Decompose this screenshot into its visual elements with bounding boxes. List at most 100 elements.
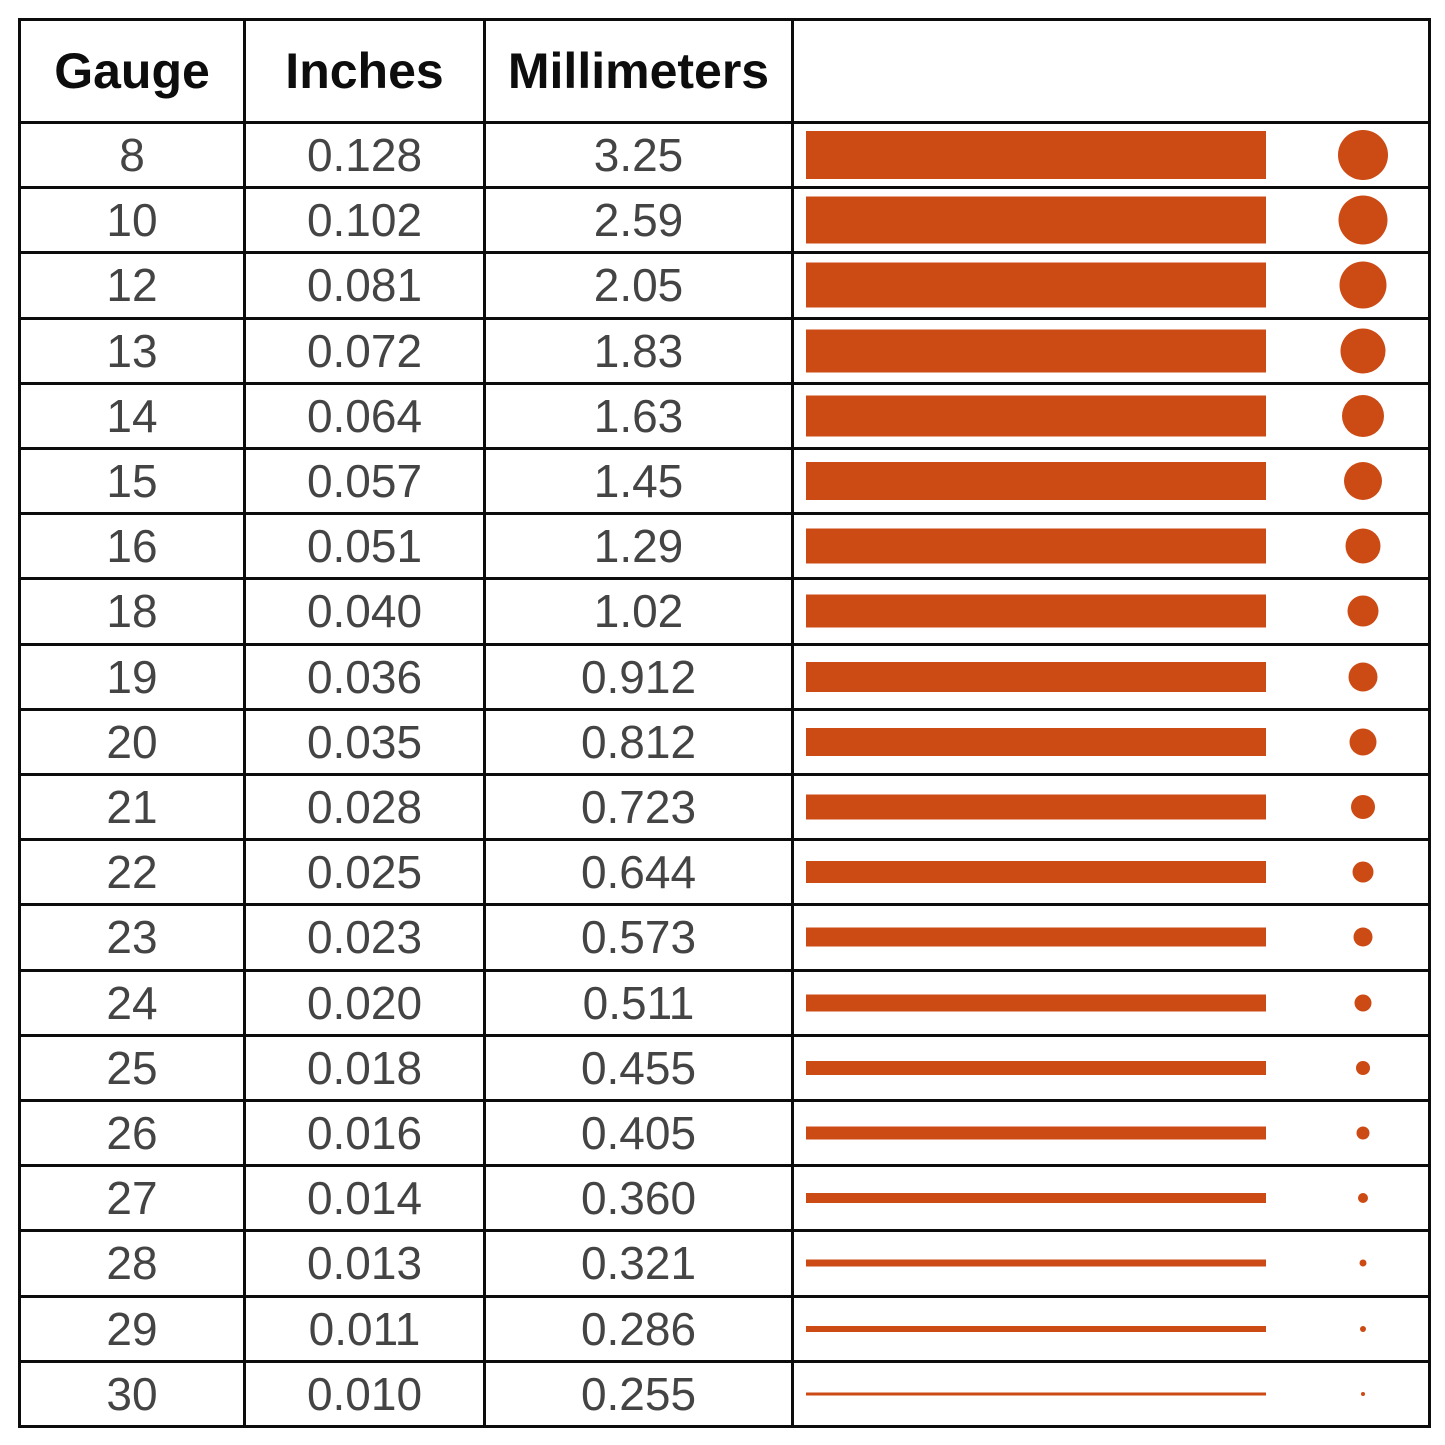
millimeters-cell: 0.455: [486, 1036, 791, 1099]
wire-cross-section-dot: [1340, 328, 1386, 374]
inches-cell: 0.036: [246, 645, 483, 708]
wire-thickness-bar: [806, 1193, 1266, 1204]
wire-visual-cell: [794, 1232, 1428, 1295]
gauge-cell: 16: [21, 515, 243, 578]
wire-cross-section-dot: [1342, 394, 1384, 437]
wire-thickness-bar: [806, 1392, 1266, 1396]
wire-visual-cell: [794, 776, 1428, 839]
wire-thickness-bar: [806, 994, 1266, 1012]
wire-thickness-bar: [806, 594, 1266, 628]
wire-thickness-bar: [806, 262, 1266, 308]
wire-visual-cell: [794, 1297, 1428, 1360]
wire-visual-cell: [794, 1036, 1428, 1099]
wire-cross-section-dot: [1354, 994, 1372, 1012]
wire-thickness-bar: [806, 462, 1266, 501]
wire-cross-section-dot: [1359, 1259, 1367, 1267]
gauge-cell: 24: [21, 971, 243, 1034]
wire-cross-section-dot: [1358, 1193, 1368, 1204]
inches-cell: 0.023: [246, 906, 483, 969]
wire-visual-cell: [794, 384, 1428, 447]
wire-thickness-bar: [806, 196, 1266, 244]
millimeters-cell: 1.63: [486, 384, 791, 447]
gauge-cell: 14: [21, 384, 243, 447]
millimeters-cell: 0.723: [486, 776, 791, 839]
gauge-cell: 18: [21, 580, 243, 643]
inches-cell: 0.028: [246, 776, 483, 839]
gauge-cell: 25: [21, 1036, 243, 1099]
millimeters-cell: 0.255: [486, 1362, 791, 1425]
gauge-cell: 26: [21, 1102, 243, 1165]
inches-cell: 0.128: [246, 124, 483, 187]
wire-visual-cell: [794, 1167, 1428, 1230]
wire-cross-section-dot: [1348, 662, 1378, 692]
millimeters-cell: 1.83: [486, 319, 791, 382]
wire-visual-cell: [794, 1102, 1428, 1165]
wire-visual-cell: [794, 580, 1428, 643]
gauge-cell: 21: [21, 776, 243, 839]
gauge-cell: 10: [21, 189, 243, 252]
inches-cell: 0.013: [246, 1232, 483, 1295]
wire-cross-section-dot: [1339, 261, 1387, 309]
wire-thickness-bar: [806, 661, 1266, 692]
wire-visual-cell: [794, 1362, 1428, 1425]
millimeters-cell: 0.812: [486, 710, 791, 773]
wire-thickness-bar: [806, 794, 1266, 820]
millimeters-cell: 0.511: [486, 971, 791, 1034]
inches-cell: 0.020: [246, 971, 483, 1034]
wire-visual-cell: [794, 515, 1428, 578]
inches-cell: 0.081: [246, 254, 483, 317]
wire-visual-cell: [794, 254, 1428, 317]
gauge-cell: 29: [21, 1297, 243, 1360]
inches-cell: 0.057: [246, 450, 483, 513]
wire-visual-cell: [794, 841, 1428, 904]
wire-cross-section-dot: [1356, 1126, 1370, 1140]
millimeters-cell: 1.02: [486, 580, 791, 643]
millimeters-cell: 0.573: [486, 906, 791, 969]
gauge-cell: 15: [21, 450, 243, 513]
gauge-cell: 27: [21, 1167, 243, 1230]
wire-thickness-bar: [806, 395, 1266, 437]
gauge-cell: 22: [21, 841, 243, 904]
millimeters-cell: 0.912: [486, 645, 791, 708]
inches-cell: 0.102: [246, 189, 483, 252]
inches-cell: 0.064: [246, 384, 483, 447]
gauge-cell: 8: [21, 124, 243, 187]
inches-cell: 0.011: [246, 1297, 483, 1360]
wire-thickness-bar: [806, 131, 1266, 180]
wire-thickness-bar: [806, 1325, 1266, 1332]
inches-cell: 0.035: [246, 710, 483, 773]
inches-cell: 0.014: [246, 1167, 483, 1230]
millimeters-cell: 3.25: [486, 124, 791, 187]
wire-visual-cell: [794, 971, 1428, 1034]
wire-visual-cell: [794, 189, 1428, 252]
gauge-cell: 13: [21, 319, 243, 382]
inches-cell: 0.040: [246, 580, 483, 643]
gauge-cell: 30: [21, 1362, 243, 1425]
millimeters-cell: 0.405: [486, 1102, 791, 1165]
column-header-inches: Inches: [246, 21, 483, 121]
wire-thickness-bar: [806, 1259, 1266, 1267]
wire-thickness-bar: [806, 528, 1266, 564]
wire-thickness-bar: [806, 1060, 1266, 1075]
column-header-visual: [794, 21, 1428, 121]
gauge-cell: 19: [21, 645, 243, 708]
column-header-gauge: Gauge: [21, 21, 243, 121]
wire-gauge-table: Gauge Inches Millimeters 8 0.128 3.25 10…: [18, 18, 1431, 1428]
millimeters-cell: 0.321: [486, 1232, 791, 1295]
inches-cell: 0.018: [246, 1036, 483, 1099]
millimeters-cell: 2.05: [486, 254, 791, 317]
millimeters-cell: 2.59: [486, 189, 791, 252]
wire-cross-section-dot: [1345, 528, 1381, 564]
inches-cell: 0.051: [246, 515, 483, 578]
wire-thickness-bar: [806, 1126, 1266, 1140]
millimeters-cell: 0.644: [486, 841, 791, 904]
wire-cross-section-dot: [1347, 595, 1379, 627]
wire-cross-section-dot: [1356, 1060, 1370, 1075]
wire-thickness-bar: [806, 727, 1266, 756]
inches-cell: 0.010: [246, 1362, 483, 1425]
millimeters-cell: 0.286: [486, 1297, 791, 1360]
wire-cross-section-dot: [1338, 195, 1388, 245]
wire-visual-cell: [794, 450, 1428, 513]
wire-visual-cell: [794, 645, 1428, 708]
